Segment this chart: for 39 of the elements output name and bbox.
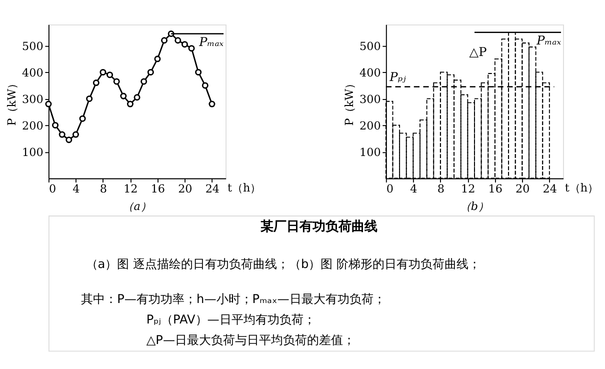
x-tick-label: 24 [205,182,220,196]
y-tick-label: 200 [22,119,44,132]
y-tick-label: 300 [359,92,381,106]
text: （a） [122,200,152,213]
y-tick-label: 100 [22,146,44,159]
text: 某厂日有功负荷曲线 [259,218,378,234]
y-tick-label: 500 [359,40,381,53]
y-tick-label: 300 [22,92,44,106]
text: Pₚⱼ（PAV）—日平均有功负荷； [146,312,316,327]
x-axis-title: t（h） [564,181,599,194]
x-tick-label: 20 [516,182,530,196]
x-tick-label: 20 [178,182,192,196]
x-tick-label: 4 [410,182,418,196]
y-tick-label: 400 [359,66,381,80]
x-tick-label: 0 [48,182,56,196]
annotation: △P [469,45,487,60]
ref-line-label: Pₘₐₓ [198,34,224,49]
x-tick-label: 4 [72,182,80,196]
x-tick-label: 24 [542,182,557,196]
x-tick-label: 12 [124,182,138,196]
x-axis-title: t（h） [227,181,262,194]
y-axis-title: P（kW） [5,78,18,126]
y-axis-title: P（kW） [342,78,356,126]
x-tick-label: 8 [437,182,444,196]
ref-line-label: Pₚⱼ [388,70,407,84]
text: 其中：P—有功功率；h—小时；Pₘₐₓ—日最大有功负荷； [81,292,386,306]
x-tick-label: 12 [461,182,476,196]
text: （a）图 逐点描绘的日有功负荷曲线；（b）图 阶梯形的日有功负荷曲线； [86,256,481,271]
y-tick-label: 400 [22,66,44,80]
x-tick-label: 8 [100,182,107,196]
ref-line-label: Pₘₐₓ [536,34,562,48]
x-tick-label: 16 [488,182,503,196]
y-tick-label: 500 [22,40,44,53]
text: △P—日最大负荷与日平均负荷的差值； [146,333,356,348]
x-tick-label: 0 [386,182,394,196]
text: （b） [460,200,490,213]
y-tick-label: 100 [359,146,381,159]
x-tick-label: 16 [150,182,166,196]
y-tick-label: 200 [359,119,381,132]
